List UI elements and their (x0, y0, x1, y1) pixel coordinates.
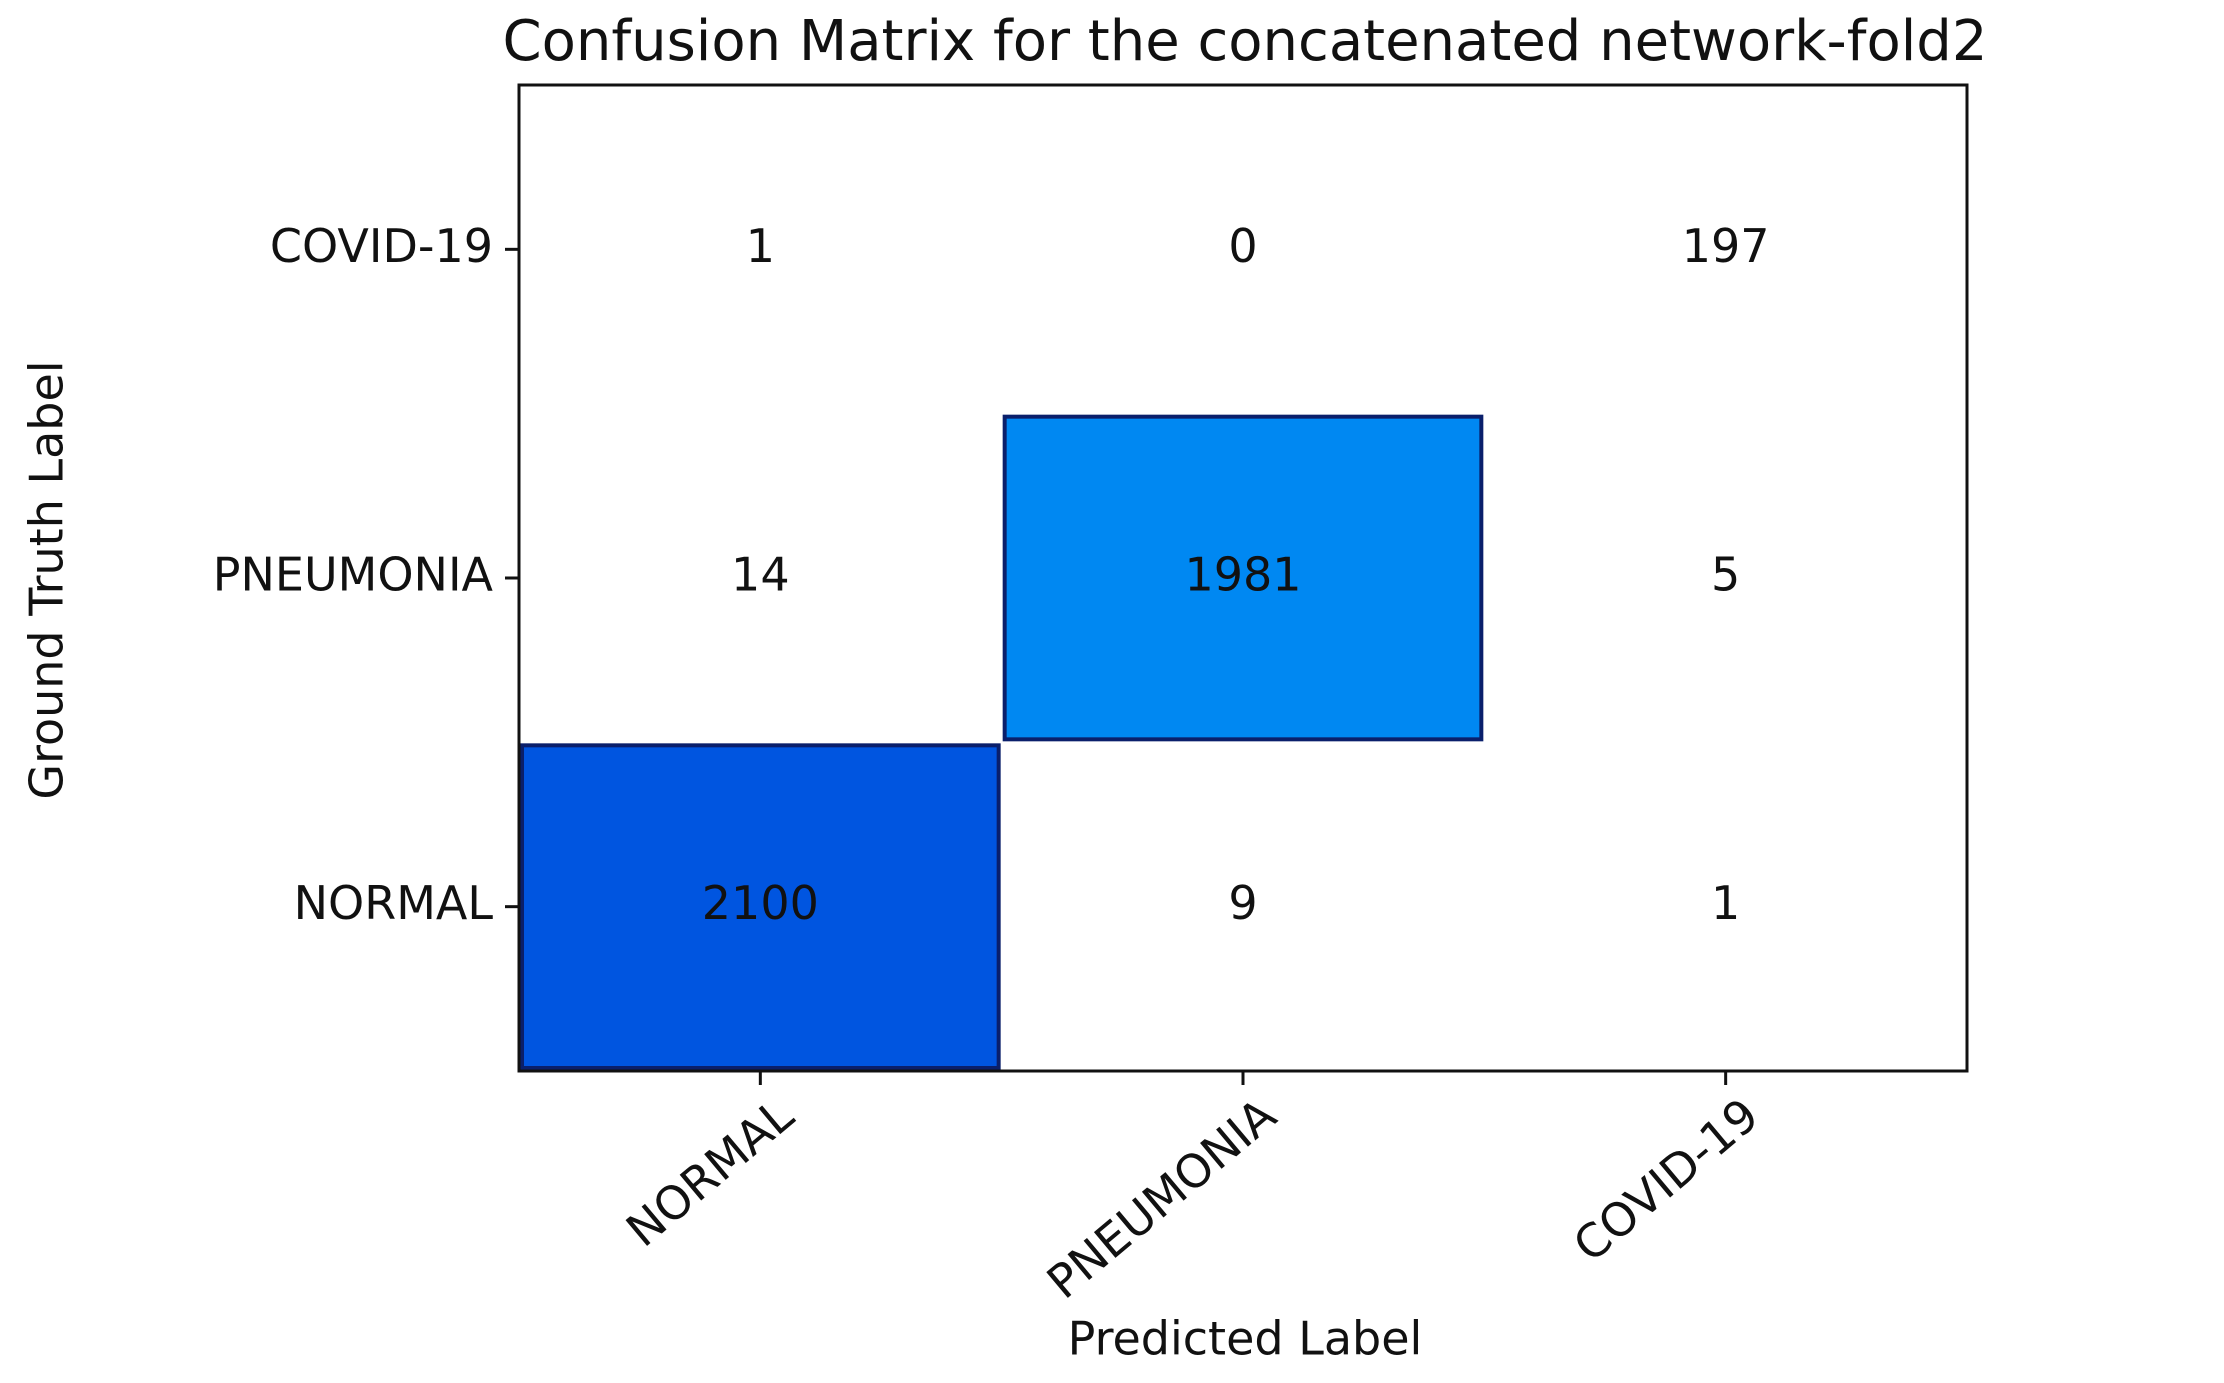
y-tick-label: COVID-19 (270, 219, 493, 273)
cell-label: 1981 (1184, 548, 1301, 602)
cell-label: 0 (1228, 219, 1257, 273)
cell (522, 416, 999, 740)
cell (1004, 88, 1482, 411)
cell-label: 197 (1682, 219, 1770, 273)
chart-title: Confusion Matrix for the concatenated ne… (503, 9, 1988, 74)
cell (1004, 745, 1482, 1068)
cell-label: 1 (746, 219, 775, 273)
y-tick-label: NORMAL (294, 876, 494, 930)
y-axis-label: Ground Truth Label (20, 360, 74, 799)
cell (522, 88, 999, 411)
x-axis-label: Predicted Label (1068, 1312, 1423, 1366)
x-tick-label: COVID-19 (1563, 1088, 1769, 1273)
cell (1487, 416, 1964, 740)
cell (520, 743, 1001, 1070)
x-tick-label: PNEUMONIA (1037, 1087, 1287, 1309)
cell-label: 5 (1711, 548, 1740, 602)
cell-label: 9 (1228, 876, 1257, 930)
cell-label: 1 (1711, 876, 1740, 930)
cell-label: 14 (731, 548, 790, 602)
cell (1487, 745, 1964, 1068)
cell-label: 2100 (702, 876, 819, 930)
y-tick-label: PNEUMONIA (213, 548, 494, 602)
cell (1487, 88, 1964, 411)
cell (1002, 414, 1484, 742)
x-tick-label: NORMAL (616, 1087, 804, 1257)
